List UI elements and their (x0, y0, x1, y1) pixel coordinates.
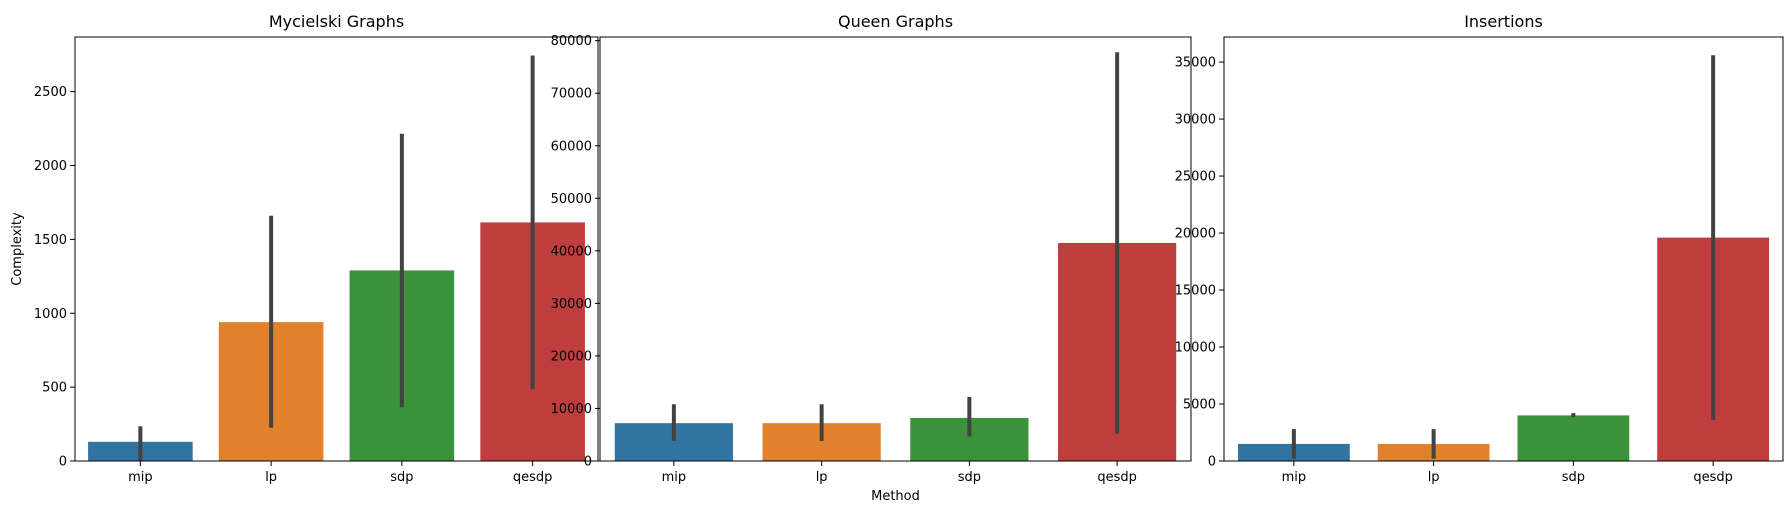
axes-frame (74, 36, 599, 462)
y-tick-label: 70000 (551, 87, 592, 102)
x-tick-label-lp: lp (816, 470, 828, 485)
y-tick-label: 60000 (551, 139, 592, 154)
panel-title: Insertions (1464, 12, 1543, 31)
x-tick-label-sdp: sdp (1562, 470, 1585, 485)
y-tick-label: 80000 (551, 34, 592, 49)
panel-mycielski-graphs: 0 500 1000 1500 2000 2500 mip lp sdp qesdp Myciels… (10, 12, 599, 485)
axes-frame (599, 36, 1192, 462)
y-tick-label: 25000 (1175, 170, 1216, 185)
panel-title: Mycielski Graphs (269, 12, 404, 31)
y-tick-label: 10000 (551, 402, 592, 417)
x-tick-label-mip: mip (662, 470, 687, 485)
y-tick-label: 500 (42, 381, 67, 396)
y-tick-label: 30000 (551, 297, 592, 312)
x-tick-label-qesdp: qesdp (1693, 470, 1733, 485)
x-tick-label-sdp: sdp (390, 470, 413, 485)
y-tick-label: 2500 (34, 85, 67, 100)
y-tick-label: 2000 (34, 159, 67, 174)
x-tick-label-qesdp: qesdp (1097, 470, 1137, 485)
y-tick-label: 20000 (551, 349, 592, 364)
y-tick-label: 35000 (1175, 56, 1216, 71)
axes-frame (1223, 36, 1784, 462)
y-axis-label: Complexity (10, 212, 25, 286)
y-tick-label: 10000 (1175, 341, 1216, 356)
y-tick-label: 0 (1208, 455, 1216, 470)
bar-sdp (1517, 415, 1630, 461)
y-tick-label: 0 (59, 455, 67, 470)
x-tick-label-qesdp: qesdp (513, 470, 553, 485)
x-tick-label-lp: lp (1428, 470, 1440, 485)
y-tick-label: 30000 (1175, 113, 1216, 128)
y-tick-label: 15000 (1175, 284, 1216, 299)
y-tick-label: 0 (584, 455, 592, 470)
panel-insertions: 0 5000 10000 15000 20000 25000 30000 35000 mip lp… (1175, 12, 1784, 485)
x-tick-label-mip: mip (128, 470, 153, 485)
y-tick-label: 50000 (551, 192, 592, 207)
y-tick-label: 1500 (34, 233, 67, 248)
x-tick-label-sdp: sdp (958, 470, 981, 485)
y-tick-label: 1000 (34, 307, 67, 322)
x-tick-label-lp: lp (265, 470, 277, 485)
y-tick-label: 20000 (1175, 227, 1216, 242)
x-tick-label-mip: mip (1282, 470, 1307, 485)
y-tick-label: 40000 (551, 244, 592, 259)
x-axis-label: Method (871, 489, 920, 504)
panel-title: Queen Graphs (838, 12, 953, 31)
panel-queen-graphs: 0 10000 20000 30000 40000 50000 60000 70000 8000… (551, 12, 1192, 504)
y-tick-label: 5000 (1183, 398, 1216, 413)
